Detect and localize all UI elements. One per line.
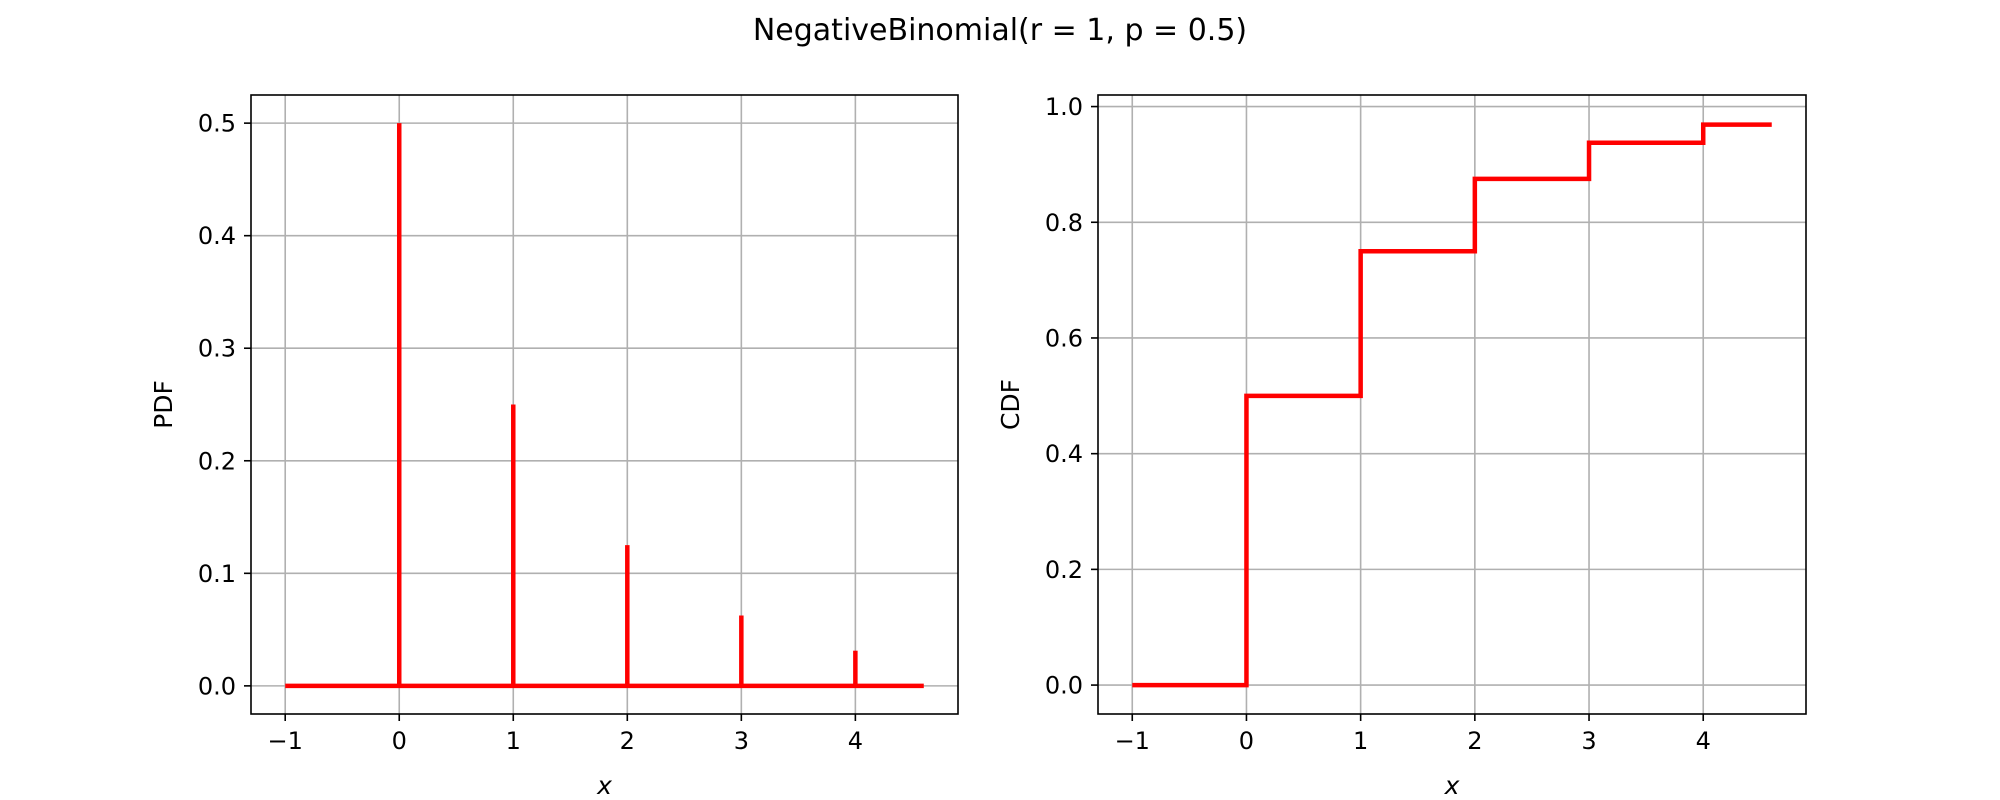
cdf-y-tick-label: 1.0 [1045,93,1083,121]
pdf-series [285,123,924,689]
pdf-y-tick-label: 0.2 [198,447,236,475]
pdf-x-axis-label: x [596,771,612,800]
pdf-y-tick-label: 0.1 [198,560,236,588]
cdf-x-tick-label: 3 [1581,727,1596,755]
pdf-y-tick-label: 0.3 [198,335,236,363]
pdf-axes-frame [250,94,959,715]
pdf-y-tick-label: 0.4 [198,222,236,250]
cdf-x-axis-label: x [1444,771,1460,800]
pdf-y-axis-label: PDF [149,380,178,429]
cdf-step-line [1132,122,1772,688]
cdf-x-tick-label: 0 [1239,727,1254,755]
cdf-x-tick-label: 1 [1353,727,1368,755]
cdf-y-tick-label: 0.2 [1045,556,1083,584]
pdf-x-tick-label: −1 [268,727,303,755]
cdf-y-tick-label: 0.6 [1045,324,1083,352]
cdf-series [1132,122,1772,688]
cdf-axes-frame [1097,94,1807,715]
cdf-y-axis-label: CDF [996,379,1025,430]
pdf-x-tick-label: 1 [506,727,521,755]
pdf-y-tick-label: 0.5 [198,110,236,138]
pdf-x-ticks: −1 0 1 2 3 4 [268,714,863,755]
cdf-y-ticks: 0.0 0.2 0.4 0.6 0.8 1.0 [1045,93,1098,700]
cdf-y-tick-label: 0.8 [1045,209,1083,237]
cdf-x-tick-label: −1 [1115,727,1150,755]
cdf-y-tick-label: 0.0 [1045,672,1083,700]
cdf-x-tick-label: 2 [1467,727,1482,755]
pdf-y-tick-label: 0.0 [198,672,236,700]
cdf-axes: −1 0 1 2 3 4 0.0 0.2 0.4 0.6 0.8 1.0 x CDF [996,93,1807,800]
cdf-x-tick-label: 4 [1696,727,1711,755]
pdf-x-tick-label: 4 [848,727,863,755]
pdf-x-tick-label: 3 [734,727,749,755]
pdf-x-tick-label: 2 [620,727,635,755]
cdf-x-ticks: −1 0 1 2 3 4 [1115,714,1711,755]
pdf-y-ticks: 0.0 0.1 0.2 0.3 0.4 0.5 [198,110,251,700]
pdf-x-tick-label: 0 [392,727,407,755]
figure-title: NegativeBinomial(r = 1, p = 0.5) [753,13,1247,48]
cdf-y-tick-label: 0.4 [1045,440,1083,468]
pdf-axes: −1 0 1 2 3 4 0.0 0.1 0.2 0.3 0.4 0.5 x PDF [149,94,959,800]
